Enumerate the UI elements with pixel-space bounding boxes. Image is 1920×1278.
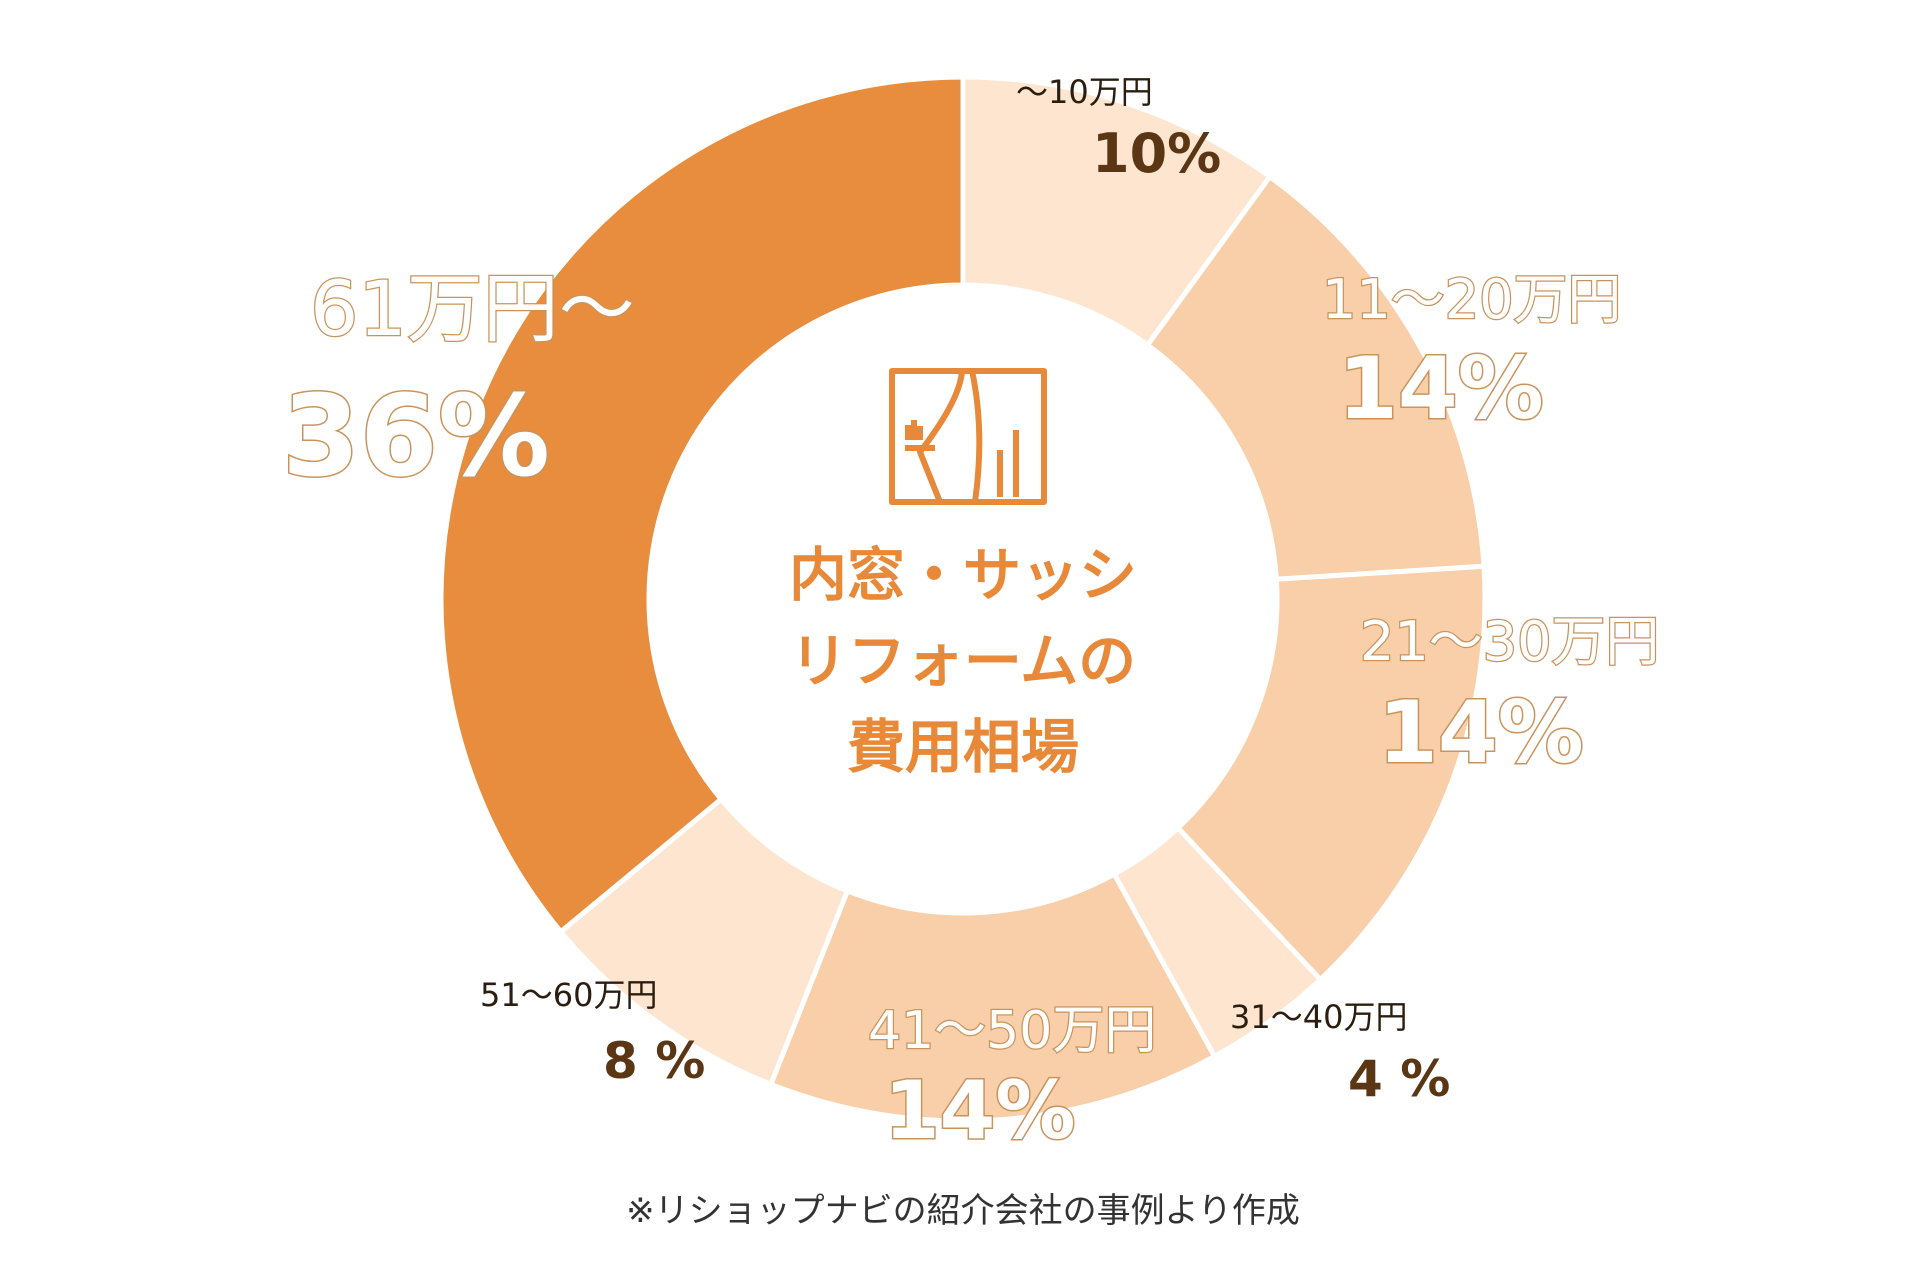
value-label-5: 8 %	[603, 1032, 705, 1090]
category-label-2: 21～30万円	[1360, 610, 1659, 673]
value-label-1: 14%	[1338, 339, 1544, 439]
slice-6	[438, 74, 966, 936]
value-label-0: 10%	[1092, 122, 1221, 185]
slices	[438, 74, 1488, 1124]
value-label-3: 4 %	[1348, 1050, 1450, 1108]
center-title-line-3: 費用相場	[847, 713, 1079, 781]
category-label-1: 11～20万円	[1322, 268, 1621, 331]
category-label-0: ～10万円	[1016, 73, 1153, 111]
slice-1	[1144, 173, 1487, 582]
category-label-5: 51～60万円	[480, 976, 657, 1014]
value-label-6: 36%	[282, 372, 550, 502]
category-label-4: 41～50万円	[868, 1001, 1156, 1061]
category-label-3: 31～40万円	[1230, 998, 1407, 1036]
center-title-line-2: リフォームの	[790, 627, 1136, 695]
category-label-6: 61万円～	[310, 264, 635, 353]
slice-4	[767, 870, 1218, 1124]
value-label-4: 14%	[884, 1064, 1075, 1157]
footnote: ※リショップナビの紹介会社の事例より作成	[626, 1191, 1300, 1231]
center-title-line-1: 内窓・サッシ	[789, 541, 1137, 609]
slice-2	[1174, 563, 1488, 984]
curtain-window-icon	[889, 368, 1047, 505]
value-label-2: 14%	[1378, 683, 1584, 783]
